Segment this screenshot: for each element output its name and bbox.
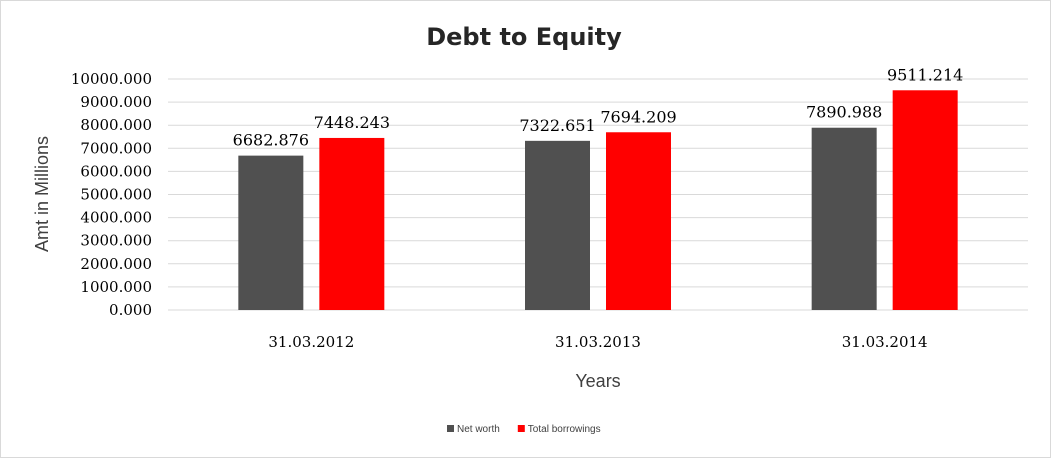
y-tick-label: 8000.000: [80, 116, 152, 134]
y-tick-label: 9000.000: [80, 93, 152, 111]
y-tick-label: 7000.000: [80, 139, 152, 157]
y-tick-label: 3000.000: [80, 232, 152, 250]
y-axis-title: Amt in Millions: [32, 136, 52, 252]
gridlines: [168, 78, 1028, 311]
y-tick-label: 10000.000: [71, 70, 152, 88]
bars: [238, 90, 958, 311]
data-label: 7890.988: [806, 103, 882, 122]
data-label: 7322.651: [519, 116, 595, 135]
bar-total-borrowings: [606, 132, 671, 310]
chart-title: Debt to Equity: [426, 23, 622, 51]
y-tick-label: 2000.000: [80, 255, 152, 273]
bar-total-borrowings: [319, 137, 385, 310]
x-tick-label: 31.03.2013: [555, 333, 641, 351]
x-axis-title: Years: [575, 371, 620, 391]
bar-net-worth: [525, 140, 590, 310]
x-tick-label: 31.03.2012: [268, 333, 354, 351]
data-label: 7448.243: [314, 113, 390, 132]
bar-net-worth: [811, 127, 877, 311]
bar-total-borrowings: [892, 90, 958, 310]
y-tick-label: 1000.000: [80, 278, 152, 296]
y-tick-labels: 0.000 1000.000 2000.000 3000.000 4000.000 500…: [71, 70, 152, 319]
legend-swatch: [447, 425, 454, 432]
y-tick-label: 5000.000: [80, 186, 152, 204]
legend-label: Net worth: [457, 424, 500, 435]
legend-swatch: [517, 425, 525, 432]
x-tick-labels: 31.03.2012 31.03.2013 31.03.2014: [268, 333, 927, 351]
bar-net-worth: [238, 155, 304, 310]
data-label: 9511.214: [887, 65, 963, 84]
legend: Net worth Total borrowings: [447, 424, 601, 435]
data-label: 7694.209: [600, 107, 676, 126]
data-label: 6682.876: [233, 131, 309, 150]
y-tick-label: 6000.000: [80, 162, 152, 180]
legend-label: Total borrowings: [528, 424, 601, 435]
y-tick-label: 4000.000: [80, 209, 152, 227]
data-labels: 6682.876 7448.243 7322.651 7694.209 7890.988…: [233, 65, 964, 149]
y-tick-label: 0.000: [109, 301, 152, 319]
x-tick-label: 31.03.2014: [842, 333, 928, 351]
